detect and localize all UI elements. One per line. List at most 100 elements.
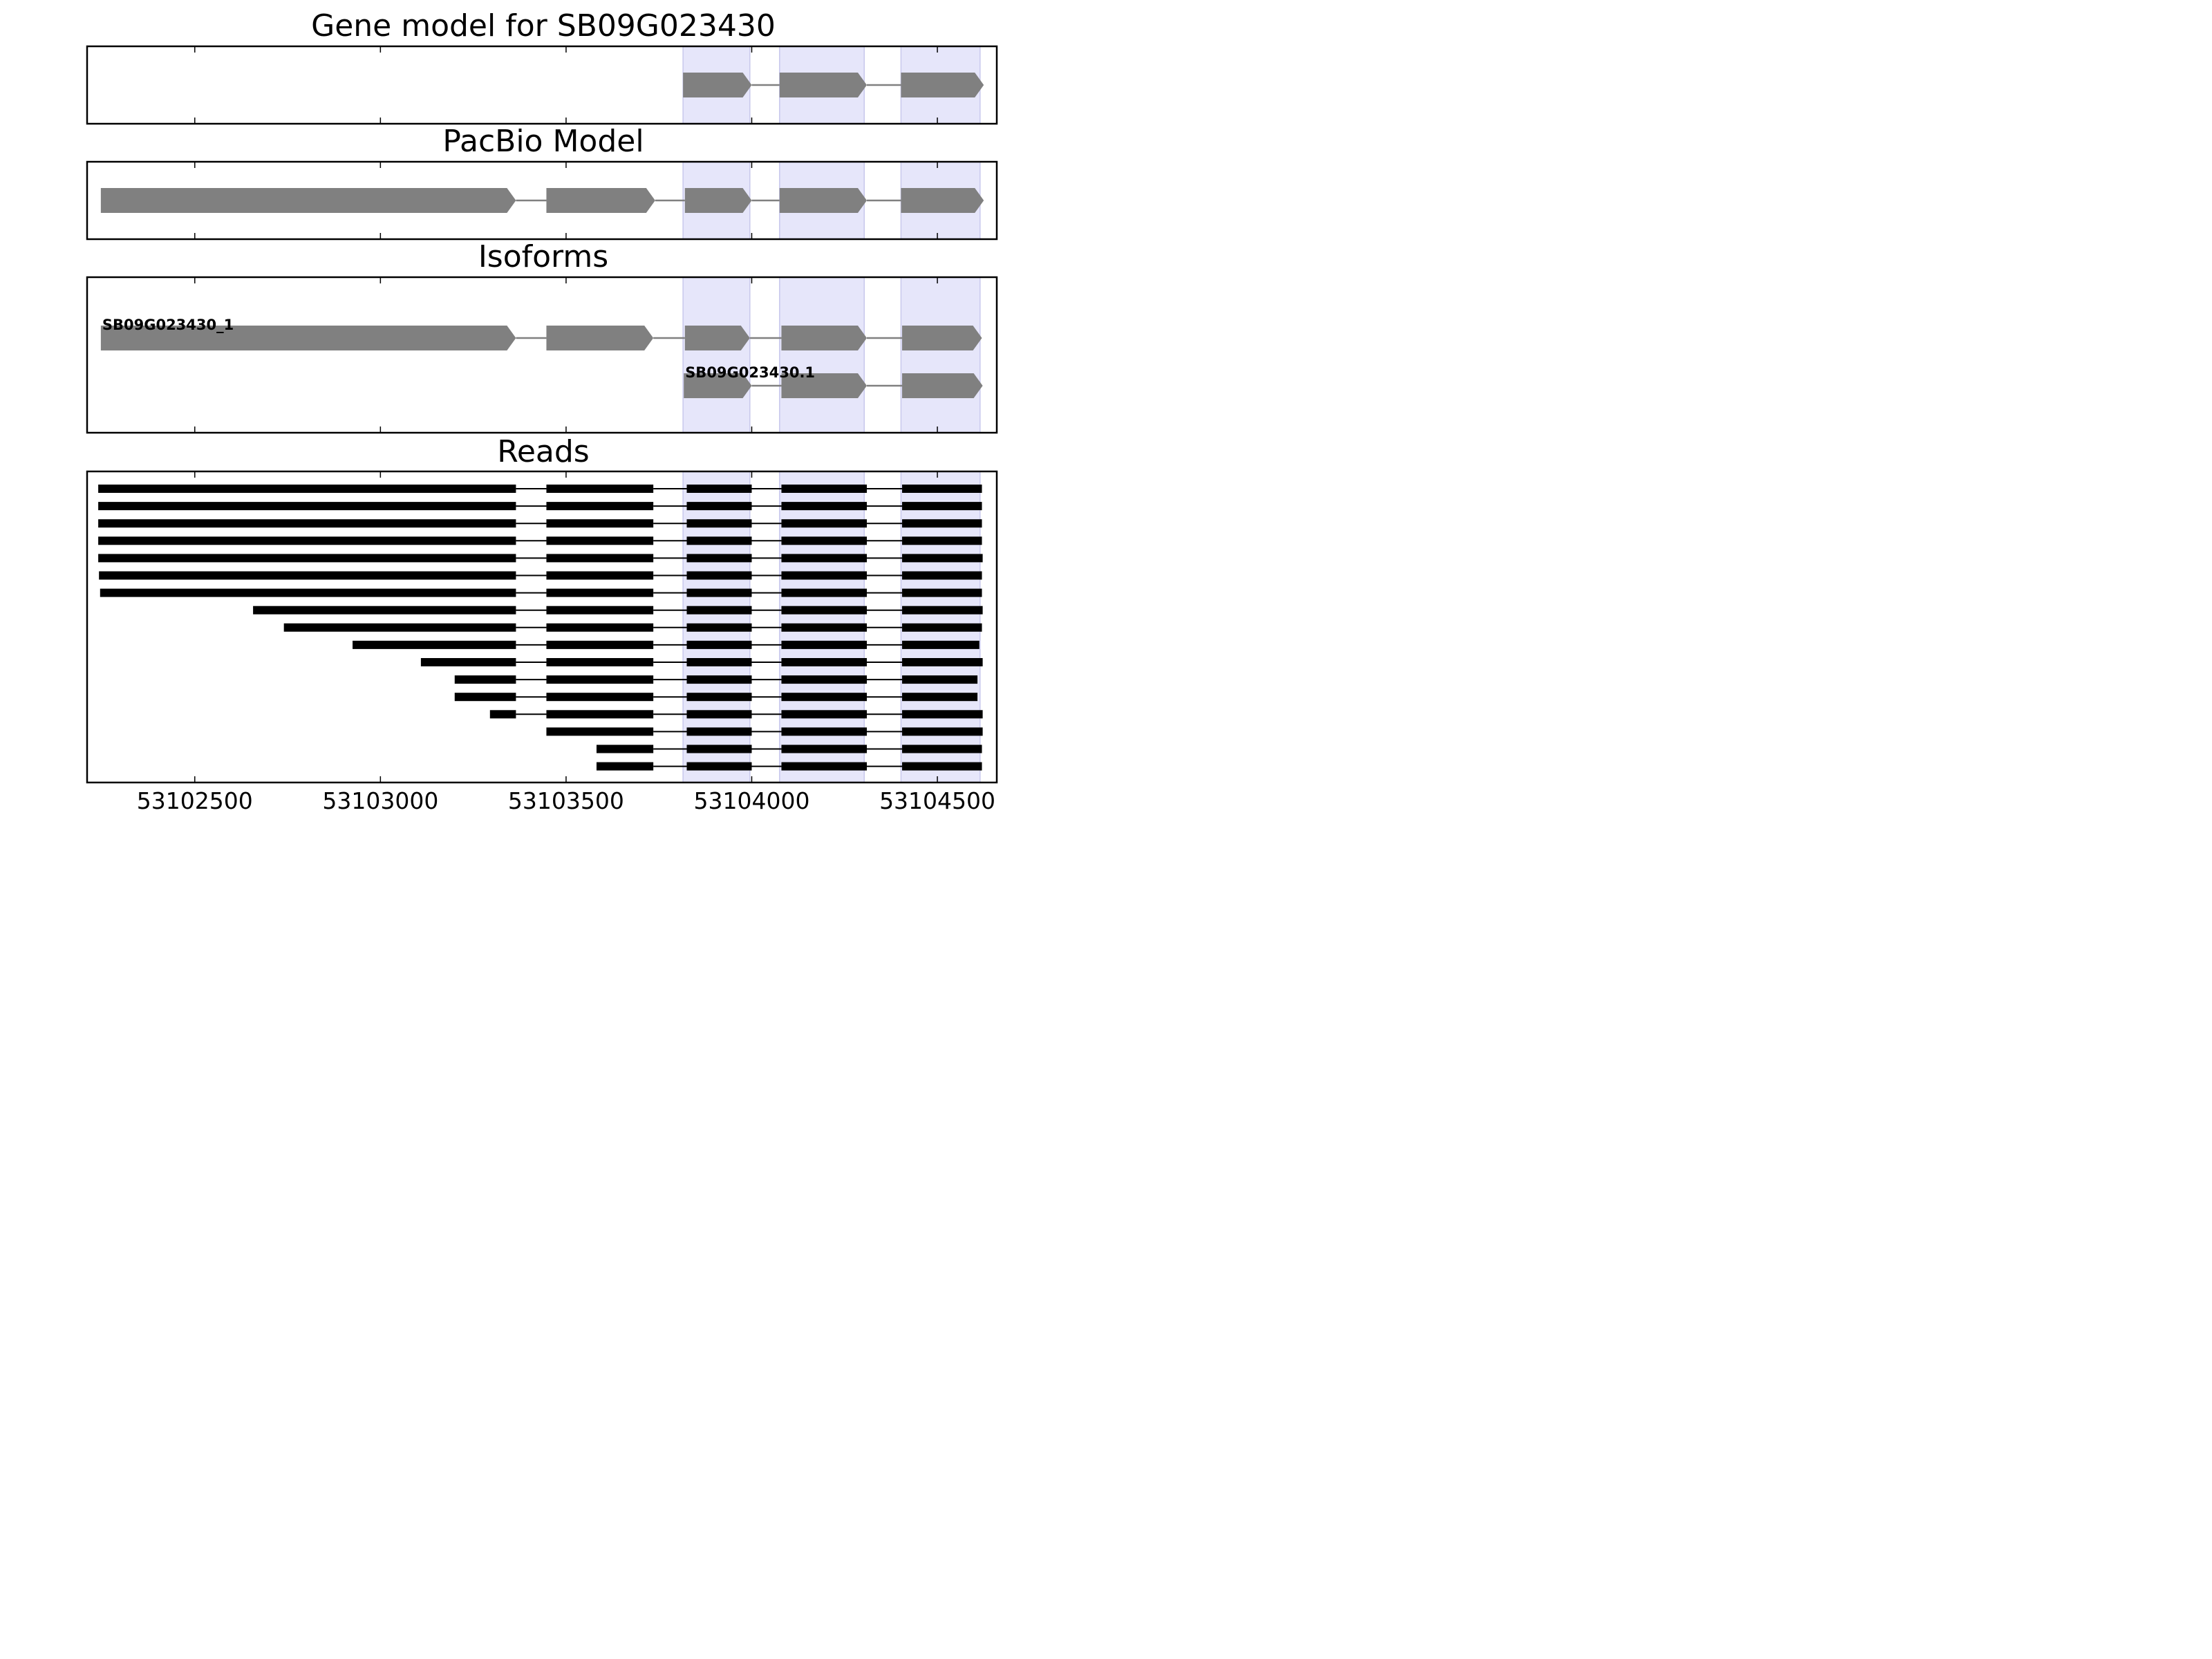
exon-block: [902, 373, 983, 398]
reads-frame: [86, 470, 998, 784]
read-exon-block: [546, 658, 654, 666]
read-exon-block: [546, 519, 654, 528]
exon-block: [902, 326, 982, 350]
read-exon-block: [596, 744, 654, 753]
exon-block: [781, 373, 867, 398]
highlight-regions: [682, 276, 981, 433]
read-exon-block: [253, 606, 516, 615]
read-exon-block: [902, 519, 982, 528]
pacbio-model-tracks: [100, 188, 984, 213]
read-exon-block: [902, 675, 978, 684]
exon-block: [100, 188, 516, 213]
highlight-region: [682, 276, 751, 433]
gene-model-panel: Gene model for SB09G023430: [86, 8, 998, 125]
x-tick-label: 53102500: [137, 787, 253, 813]
highlight-region: [779, 276, 865, 433]
read-exon-block: [686, 727, 752, 736]
read-exon-block: [781, 588, 867, 597]
x-axis-tick-labels: 53102500 53103000 53103500 53104000 53104500: [137, 787, 995, 813]
gene-model-title: Gene model for SB09G023430: [311, 8, 776, 44]
read-exon-block: [686, 762, 752, 771]
exon-block: [901, 73, 984, 97]
read-exon-block: [546, 640, 654, 649]
read-exon-block: [781, 727, 867, 736]
read-exon-block: [454, 675, 516, 684]
x-tick-label: 53104500: [879, 787, 995, 813]
read-exon-block: [686, 744, 752, 753]
gene-model-tracks: [683, 73, 984, 97]
read-exon-block: [100, 588, 516, 597]
read-exon-block: [902, 588, 982, 597]
reads-ticks: [194, 471, 938, 782]
exon-block: [683, 73, 752, 97]
pacbio-model-title: PacBio Model: [442, 124, 644, 159]
reads-tracks: [98, 485, 983, 771]
read-exon-block: [902, 640, 980, 649]
exon-block: [684, 373, 752, 398]
read-exon-block: [902, 744, 982, 753]
isoforms-frame: [86, 276, 998, 434]
pacbio-model-frame: [86, 160, 998, 241]
read-exon-block: [98, 485, 516, 493]
read-exon-block: [781, 762, 867, 771]
read-exon-block: [781, 554, 867, 563]
read-exon-block: [781, 623, 867, 632]
read-exon-block: [902, 623, 982, 632]
x-tick-label: 53103500: [508, 787, 624, 813]
exon-block: [546, 188, 655, 213]
read-exon-block: [686, 502, 752, 511]
exon-block: [779, 73, 867, 97]
read-exon-block: [902, 693, 978, 702]
read-exon-block: [99, 571, 516, 580]
read-exon-block: [353, 640, 516, 649]
read-exon-block: [686, 640, 752, 649]
exon-block: [684, 326, 750, 350]
read-exon-block: [781, 744, 867, 753]
read-exon-block: [686, 554, 752, 563]
read-exon-block: [902, 536, 982, 545]
gene-model-frame: [86, 45, 998, 125]
read-exon-block: [686, 710, 752, 719]
read-exon-block: [902, 658, 983, 666]
read-exon-block: [781, 693, 867, 702]
read-exon-block: [902, 485, 982, 493]
read-exon-block: [686, 675, 752, 684]
read-exon-block: [489, 710, 516, 719]
read-exon-block: [98, 554, 516, 563]
read-exon-block: [781, 606, 867, 615]
read-exon-block: [98, 519, 516, 528]
isoform-label: SB09G023430.1: [685, 364, 815, 381]
exon-block: [781, 326, 867, 350]
read-exon-block: [902, 571, 982, 580]
reads-title: Reads: [497, 434, 589, 469]
reads-panel: Reads 53102500 53103000 53103500 53104000 53…: [86, 434, 998, 813]
read-exon-block: [546, 623, 654, 632]
read-exon-block: [686, 693, 752, 702]
read-exon-block: [546, 675, 654, 684]
read-exon-block: [546, 554, 654, 563]
read-exon-block: [546, 727, 654, 736]
x-tick-label: 53103000: [322, 787, 438, 813]
read-exon-block: [546, 502, 654, 511]
read-exon-block: [902, 554, 983, 563]
read-exon-block: [98, 502, 516, 511]
isoform-label: SB09G023430_1: [102, 317, 234, 333]
pacbio-model-panel: PacBio Model: [86, 124, 998, 241]
read-exon-block: [98, 536, 516, 545]
read-exon-block: [902, 727, 983, 736]
read-exon-block: [686, 588, 752, 597]
read-exon-block: [781, 571, 867, 580]
read-exon-block: [781, 658, 867, 666]
read-exon-block: [781, 519, 867, 528]
read-exon-block: [686, 571, 752, 580]
read-exon-block: [781, 640, 867, 649]
highlight-region: [900, 276, 981, 433]
read-exon-block: [781, 710, 867, 719]
read-exon-block: [902, 710, 983, 719]
read-exon-block: [546, 588, 654, 597]
read-exon-block: [546, 606, 654, 615]
read-exon-block: [546, 571, 654, 580]
gene-model-figure: Gene model for SB09G023430 PacBio Model …: [86, 8, 998, 813]
exon-block: [100, 326, 516, 350]
read-exon-block: [686, 536, 752, 545]
